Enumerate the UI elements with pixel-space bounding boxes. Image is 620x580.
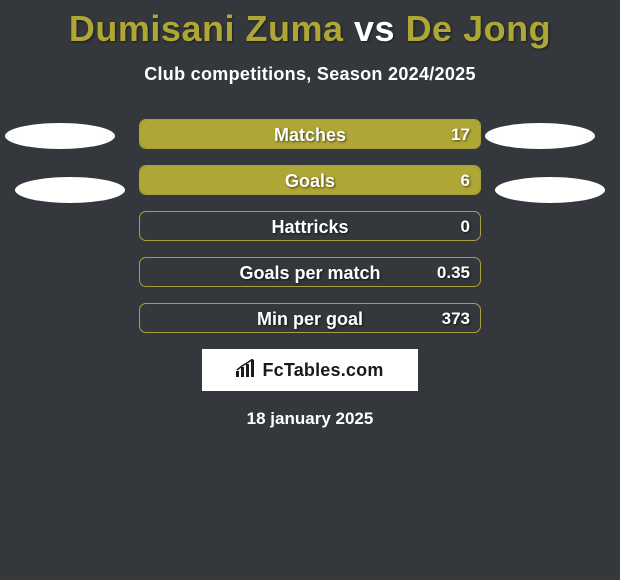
stat-value: 0 xyxy=(461,212,470,240)
stats-container: Matches17 Goals6 Hattricks0 Goals per match… xyxy=(0,119,620,333)
stat-row: Hattricks0 xyxy=(139,211,481,241)
stat-row: Goals6 xyxy=(139,165,481,195)
stat-label: Goals xyxy=(140,166,480,194)
brand-badge: FcTables.com xyxy=(202,349,418,391)
player2-name: De Jong xyxy=(406,8,552,49)
stat-value: 0.35 xyxy=(437,258,470,286)
decor-ellipse xyxy=(485,123,595,149)
chart-icon xyxy=(236,359,258,382)
stat-value: 6 xyxy=(461,166,470,194)
player1-name: Dumisani Zuma xyxy=(69,8,344,49)
date-label: 18 january 2025 xyxy=(0,409,620,429)
comparison-title: Dumisani Zuma vs De Jong xyxy=(0,0,620,50)
stat-value: 373 xyxy=(442,304,470,332)
stat-label: Hattricks xyxy=(140,212,480,240)
decor-ellipse xyxy=(5,123,115,149)
stat-value: 17 xyxy=(451,120,470,148)
stat-row: Matches17 xyxy=(139,119,481,149)
decor-ellipse xyxy=(15,177,125,203)
stat-label: Goals per match xyxy=(140,258,480,286)
stat-label: Matches xyxy=(140,120,480,148)
brand-label: FcTables.com xyxy=(262,360,383,381)
subtitle: Club competitions, Season 2024/2025 xyxy=(0,64,620,85)
stat-label: Min per goal xyxy=(140,304,480,332)
stat-row: Min per goal373 xyxy=(139,303,481,333)
decor-ellipse xyxy=(495,177,605,203)
vs-separator: vs xyxy=(354,8,395,49)
stat-row: Goals per match0.35 xyxy=(139,257,481,287)
